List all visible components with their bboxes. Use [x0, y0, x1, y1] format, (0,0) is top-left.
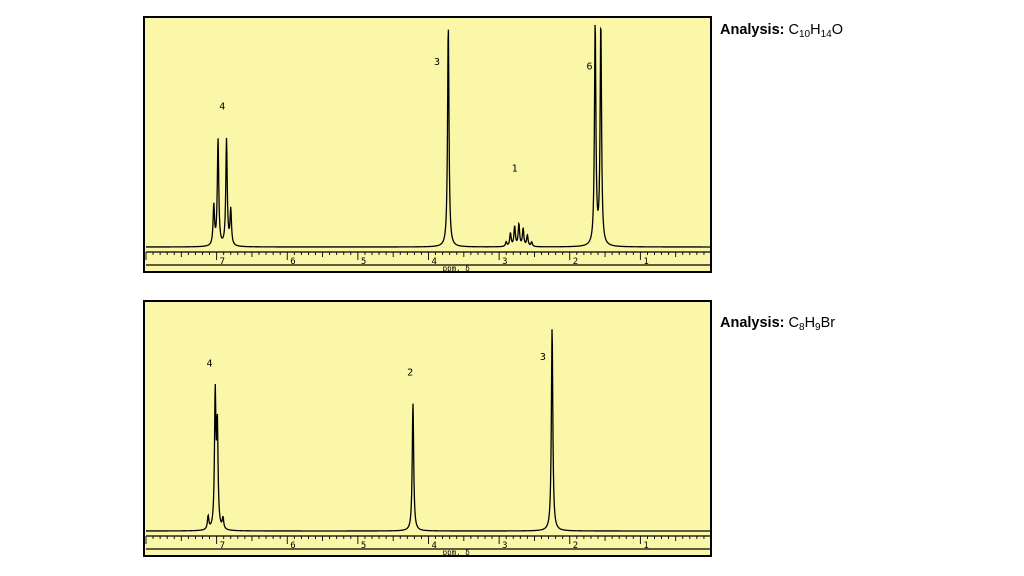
plot-frame [143, 16, 712, 273]
tick-label: 1 [643, 541, 648, 551]
plot-frame [143, 300, 712, 557]
tick-label: 4 [432, 257, 437, 267]
formula-element: H [804, 315, 816, 331]
formula-subscript: 10 [799, 29, 811, 40]
tick-label: 6 [290, 257, 295, 267]
integration-label: 4 [219, 101, 225, 112]
axis-label: ppm, δ [443, 264, 471, 273]
tick-label: 5 [361, 541, 366, 551]
formula-subscript: 14 [820, 29, 832, 40]
analysis-formula-1: Analysis: C10H14O [720, 22, 844, 40]
formula-subscript: 9 [815, 322, 821, 333]
tick-label: 1 [643, 257, 648, 267]
formula-element: H [810, 22, 821, 38]
integration-label: 6 [587, 61, 593, 72]
formula-subscript: 8 [799, 322, 805, 333]
tick-label: 3 [502, 257, 507, 267]
analysis-label: Analysis: [720, 315, 785, 331]
tick-label: 3 [502, 541, 507, 551]
tick-label: 5 [361, 257, 366, 267]
integration-label: 3 [434, 57, 440, 68]
formula-element: O [831, 22, 844, 38]
analysis-formula-2: Analysis: C8H9Br [720, 315, 836, 333]
axis-label: ppm, δ [443, 548, 471, 557]
tick-label: 6 [290, 541, 295, 551]
tick-label: 2 [573, 257, 578, 267]
tick-label: 7 [220, 257, 225, 267]
analysis-label: Analysis: [720, 22, 785, 38]
integration-label: 2 [407, 368, 413, 379]
formula-element: C [788, 22, 799, 38]
integration-label: 3 [540, 352, 546, 363]
integration-label: 1 [512, 164, 518, 175]
tick-label: 4 [432, 541, 437, 551]
tick-label: 2 [573, 541, 578, 551]
tick-label: 7 [220, 541, 225, 551]
spectrum-trace-1 [146, 25, 711, 248]
formula-element: C [788, 315, 799, 331]
integration-label: 4 [207, 359, 213, 370]
spectrum-trace-2 [146, 329, 711, 532]
formula-element: Br [820, 315, 836, 331]
